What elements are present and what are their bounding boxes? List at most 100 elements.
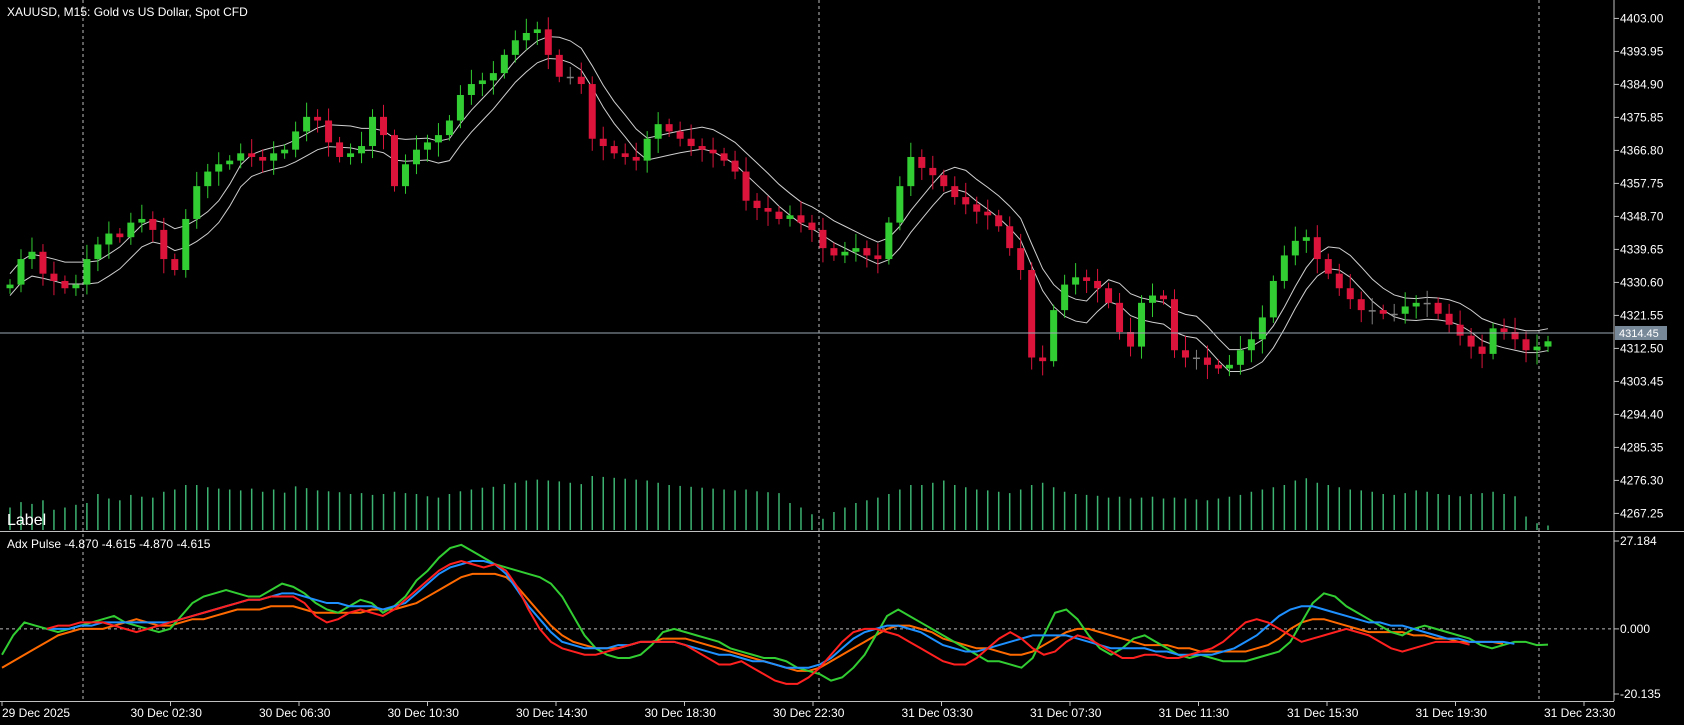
time-tick-label: 30 Dec 02:30	[131, 706, 203, 720]
candle	[907, 142, 915, 196]
candle	[1280, 245, 1288, 289]
candle	[918, 149, 926, 180]
candle	[171, 253, 179, 276]
candle	[555, 49, 563, 83]
candle	[709, 137, 717, 168]
candle	[962, 182, 970, 215]
candle	[127, 212, 135, 245]
price-tick-label: 4375.85	[1620, 110, 1664, 124]
candle	[478, 72, 486, 97]
candle	[72, 274, 80, 296]
indicator-axis[interactable]: 27.184 0.000 -20.135	[1614, 534, 1661, 701]
candle	[1116, 292, 1124, 340]
candle	[599, 126, 607, 161]
candle	[6, 279, 14, 294]
candle	[401, 154, 409, 194]
candle	[896, 176, 904, 231]
candle	[500, 49, 508, 79]
candle	[819, 217, 827, 263]
candle	[1017, 233, 1025, 280]
volume-bars	[9, 476, 1549, 530]
indicator-tick-label: -20.135	[1620, 687, 1661, 701]
price-axis[interactable]: 4403.00 4393.95 4384.90 4375.85 4366.80 4357.…	[1614, 11, 1664, 520]
price-tick-label: 4348.70	[1620, 209, 1664, 223]
candle	[764, 195, 772, 226]
candle	[753, 193, 761, 221]
candle	[1247, 331, 1255, 363]
candle	[1313, 225, 1321, 274]
candle	[885, 217, 893, 265]
time-tick-label: 30 Dec 14:30	[516, 706, 588, 720]
indicator-tick-label: 0.000	[1620, 622, 1650, 636]
candle	[1072, 263, 1080, 295]
candle	[995, 209, 1003, 232]
candles	[6, 17, 1552, 380]
candle	[412, 135, 420, 175]
price-tick-label: 4303.45	[1620, 374, 1664, 388]
candle	[522, 18, 530, 51]
candle	[742, 157, 750, 211]
candle	[1478, 334, 1486, 369]
upper-band	[9, 36, 1549, 351]
candle	[863, 240, 871, 268]
candle	[314, 109, 322, 133]
candle	[116, 228, 124, 243]
current-price-tag: 4314.45	[1615, 326, 1667, 340]
candle	[1269, 275, 1277, 323]
candle	[1138, 295, 1146, 359]
candle	[434, 123, 442, 157]
candle	[588, 76, 596, 151]
price-tag-box	[1615, 326, 1667, 340]
candle	[643, 131, 651, 173]
candle	[577, 62, 585, 94]
candle	[687, 124, 695, 156]
candle	[380, 104, 388, 150]
candle	[731, 150, 739, 180]
time-axis[interactable]: 29 Dec 2025 30 Dec 02:30 30 Dec 06:30 30 De…	[1, 701, 1616, 720]
candle	[1050, 304, 1058, 367]
adx-pulse-lines	[1, 543, 1549, 685]
candle	[182, 209, 190, 278]
candle	[61, 275, 69, 294]
candle	[292, 121, 300, 158]
candle	[533, 21, 541, 46]
candle	[1203, 345, 1211, 380]
price-tick-label: 4276.30	[1620, 473, 1664, 487]
candle	[160, 217, 168, 274]
candle	[676, 121, 684, 147]
time-tick-label: 31 Dec 03:30	[902, 706, 974, 720]
price-tick-label: 4285.35	[1620, 440, 1664, 454]
candle	[1423, 290, 1431, 318]
price-tick-label: 4267.25	[1620, 506, 1664, 520]
candle	[489, 61, 497, 95]
candle	[665, 118, 673, 137]
candle	[1105, 282, 1113, 309]
candle	[1412, 295, 1420, 319]
candle	[1094, 268, 1102, 303]
price-tick-label: 4366.80	[1620, 143, 1664, 157]
candle	[347, 143, 355, 165]
candle	[654, 112, 662, 153]
candle	[248, 139, 256, 167]
candle	[1335, 263, 1343, 296]
price-tick-label: 4330.60	[1620, 275, 1664, 289]
candle	[544, 17, 552, 70]
candle	[138, 204, 146, 233]
candle	[1214, 359, 1222, 374]
candle	[610, 140, 618, 159]
price-tick-label: 4393.95	[1620, 44, 1664, 58]
indicator-title: Adx Pulse -4.870 -4.615 -4.870 -4.615	[7, 537, 211, 551]
candle	[720, 147, 728, 167]
time-tick-label: 31 Dec 19:30	[1416, 706, 1488, 720]
candle	[632, 142, 640, 171]
adx-orange-line	[1, 572, 1504, 672]
candle	[467, 69, 475, 105]
candle	[1192, 349, 1200, 370]
candle	[358, 131, 366, 164]
time-tick-label: 31 Dec 07:30	[1030, 706, 1102, 720]
candle	[830, 242, 838, 261]
candle	[1061, 274, 1069, 318]
